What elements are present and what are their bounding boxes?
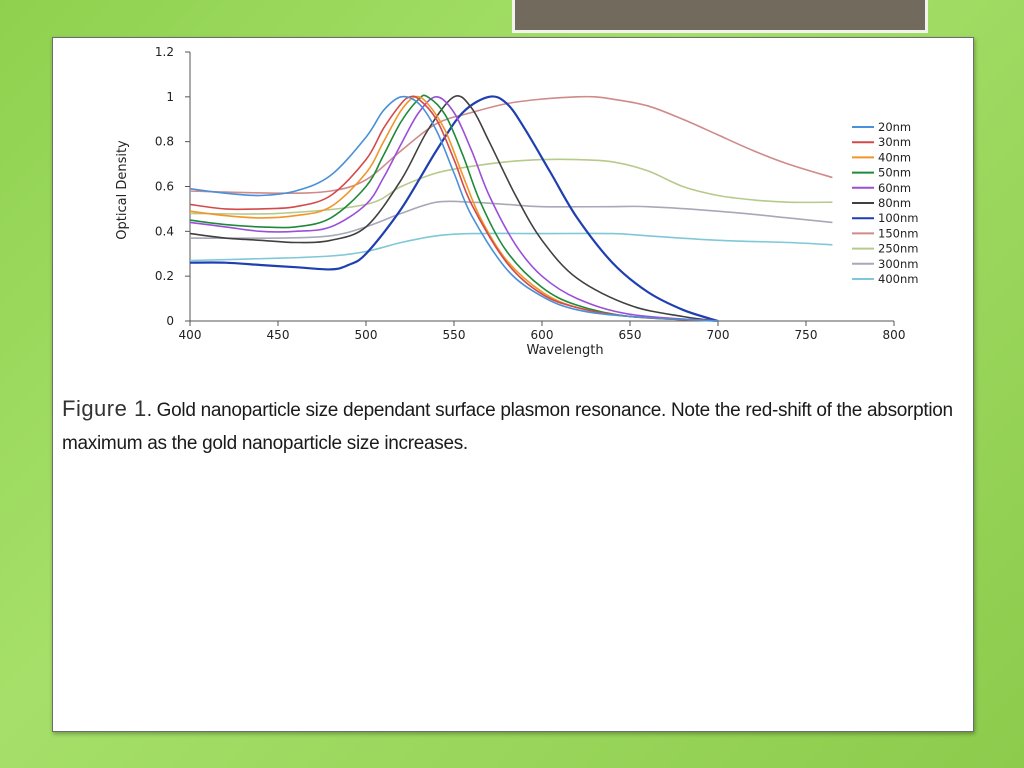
series-line-400nm [189, 232, 833, 262]
chart-series-layer [189, 94, 833, 323]
y-tick-label: 0.8 [155, 135, 174, 149]
series-line-250nm [189, 158, 833, 215]
legend-label-100nm: 100nm [878, 211, 918, 225]
x-axis-title: Wavelength [526, 343, 603, 358]
legend-label-30nm: 30nm [878, 135, 911, 149]
x-tick-label: 400 [179, 328, 202, 342]
legend-label-60nm: 60nm [878, 181, 911, 195]
series-line-150nm [189, 95, 833, 195]
chart: 400 450 500 550 600 650 700 750 800 0 0.2 0.4 0.6 0.8… [115, 45, 918, 358]
y-axis-title: Optical Density [115, 140, 130, 240]
y-tick-label: 0 [166, 314, 174, 328]
figure-caption: Figure 1. Gold nanoparticle size dependa… [62, 392, 962, 460]
series-line-20nm [189, 95, 719, 322]
x-tick-label: 750 [795, 328, 818, 342]
legend-label-20nm: 20nm [878, 120, 911, 134]
x-tick-label: 500 [355, 328, 378, 342]
y-tick-label: 0.2 [155, 269, 174, 283]
series-line-60nm [189, 95, 719, 322]
x-tick-label: 450 [267, 328, 290, 342]
series-line-80nm [189, 95, 719, 322]
chart-axes: 400 450 500 550 600 650 700 750 800 0 0.2 0.4 0.6 0.8… [155, 45, 906, 342]
legend-label-300nm: 300nm [878, 257, 918, 271]
legend-label-40nm: 40nm [878, 150, 911, 164]
y-tick-label: 1 [166, 90, 174, 104]
slide-card [52, 37, 974, 732]
x-tick-label: 650 [619, 328, 642, 342]
series-line-30nm [189, 95, 719, 322]
figure-caption-text: . Gold nanoparticle size dependant surfa… [62, 400, 953, 454]
figure-label: Figure 1 [62, 396, 147, 421]
background-tab [512, 0, 928, 33]
x-tick-label: 550 [443, 328, 466, 342]
legend-label-80nm: 80nm [878, 196, 911, 210]
series-line-100nm [189, 95, 719, 323]
series-line-50nm [189, 94, 719, 322]
legend-label-150nm: 150nm [878, 226, 918, 240]
x-tick-label: 600 [531, 328, 554, 342]
legend-label-50nm: 50nm [878, 166, 911, 180]
series-line-40nm [189, 95, 719, 322]
series-line-300nm [189, 200, 833, 240]
legend-label-400nm: 400nm [878, 272, 918, 286]
x-tick-label: 700 [707, 328, 730, 342]
legend-label-250nm: 250nm [878, 242, 918, 256]
y-tick-label: 1.2 [155, 45, 174, 59]
y-tick-label: 0.6 [155, 180, 174, 194]
x-tick-label: 800 [883, 328, 906, 342]
y-tick-label: 0.4 [155, 224, 174, 238]
